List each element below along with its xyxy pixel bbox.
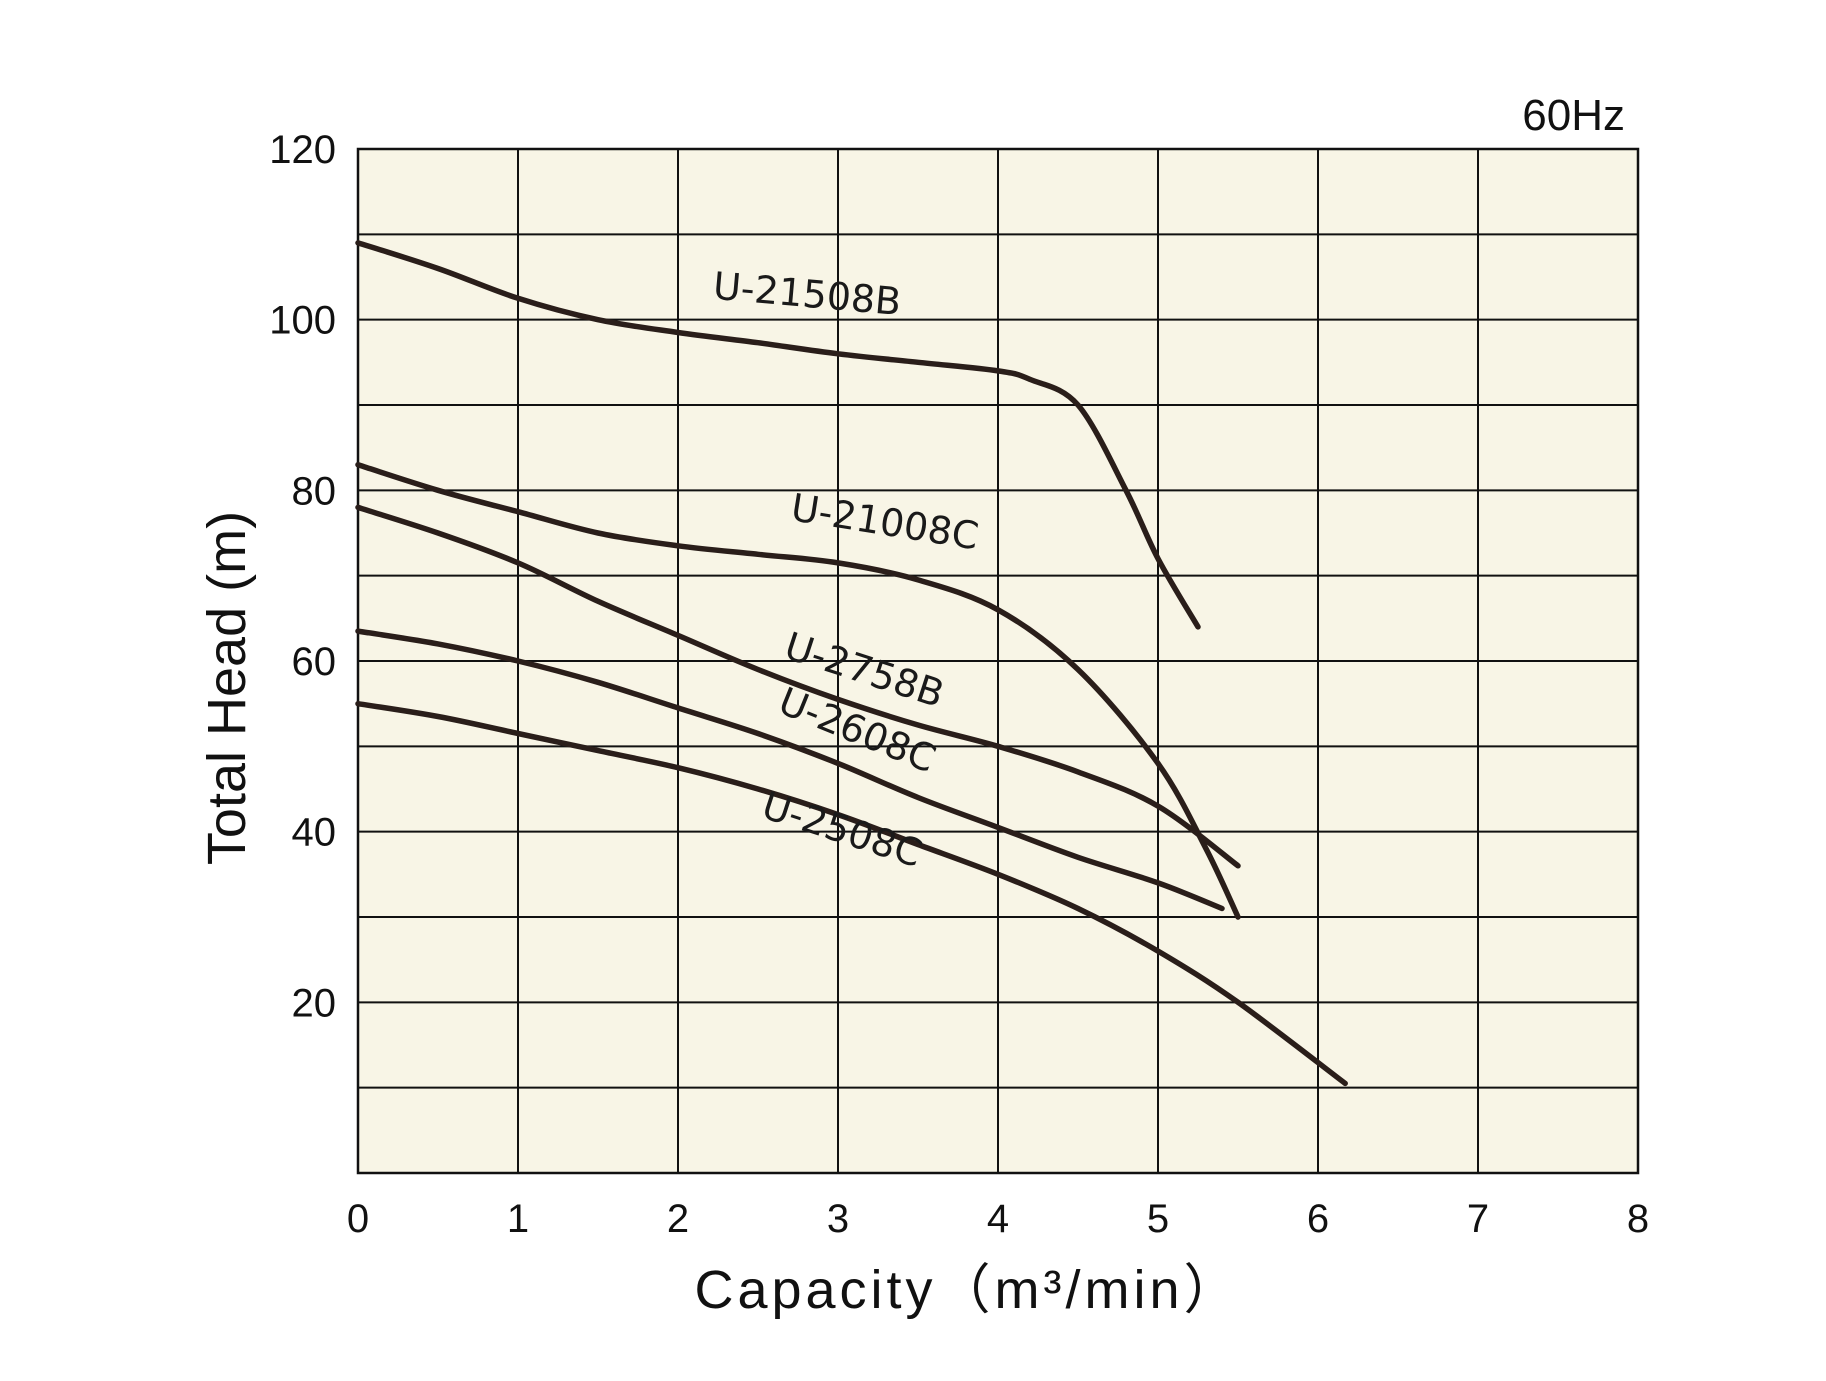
y-tick-label: 100	[269, 299, 336, 343]
x-tick-label: 6	[1307, 1197, 1329, 1241]
y-tick-label: 20	[292, 981, 337, 1025]
x-tick-label: 8	[1627, 1197, 1649, 1241]
series-curves	[355, 240, 1348, 1087]
y-tick-label: 80	[292, 469, 337, 513]
tick-labels: 0 1 2 3 4 5 6 7 8 20 40 60 80 100 120	[269, 128, 1649, 1241]
y-tick-label: 40	[292, 811, 337, 855]
y-tick-label: 60	[292, 640, 337, 684]
x-tick-label: 5	[1147, 1197, 1169, 1241]
y-axis-title: Total Head (m)	[197, 511, 257, 865]
x-axis-title: Capacity（m³/min）	[694, 1260, 1241, 1320]
series-line-u-2508c	[355, 700, 1348, 1087]
series-line-u-21508b	[355, 240, 1201, 630]
plot-frame	[356, 147, 1640, 1175]
series-line-u-2608c	[355, 628, 1225, 912]
y-tick-label: 120	[269, 128, 336, 172]
frequency-label: 60Hz	[1522, 91, 1625, 140]
x-tick-label: 7	[1467, 1197, 1489, 1241]
x-tick-label: 2	[667, 1197, 689, 1241]
x-tick-label: 0	[347, 1197, 369, 1241]
x-tick-label: 4	[987, 1197, 1009, 1241]
x-tick-label: 1	[507, 1197, 529, 1241]
series-line-u-21008c	[355, 461, 1241, 920]
x-tick-label: 3	[827, 1197, 849, 1241]
series-line-u-2758b	[355, 504, 1241, 869]
